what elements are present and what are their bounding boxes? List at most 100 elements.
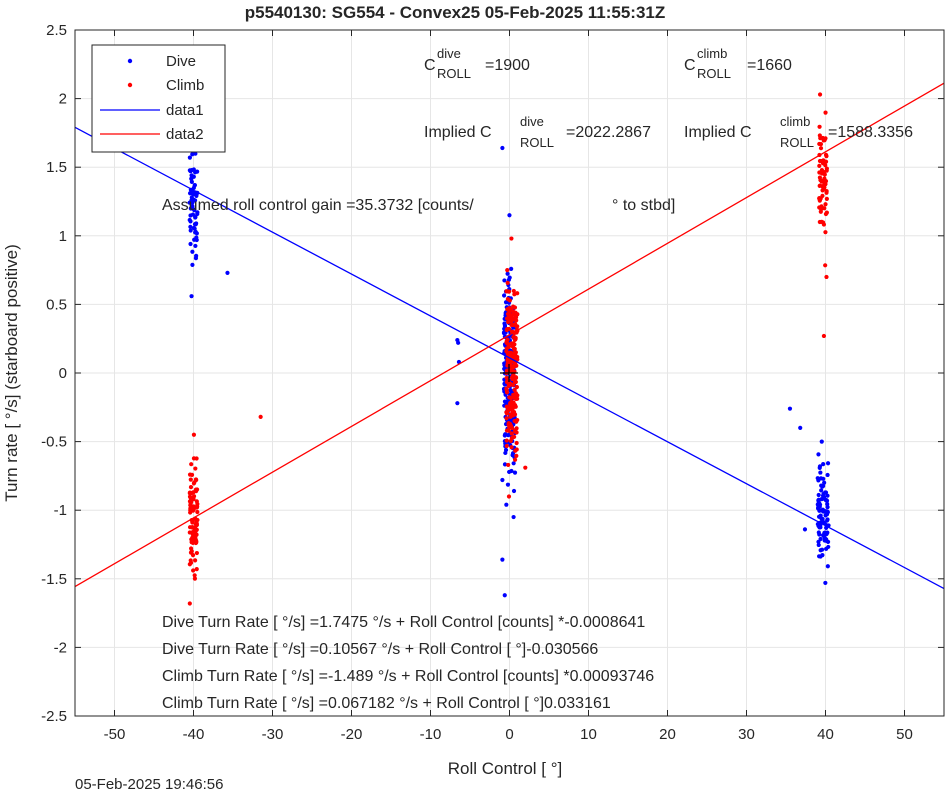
climb-point xyxy=(505,297,510,302)
climb-point xyxy=(821,158,826,163)
x-tick-label: -50 xyxy=(104,726,126,743)
dive-point xyxy=(818,525,823,530)
dive-point xyxy=(504,502,509,507)
climb-turn-rate-degrees-equation: Climb Turn Rate [ °/s] =0.067182 °/s + R… xyxy=(162,695,611,712)
climb-point xyxy=(189,472,195,477)
climb-point xyxy=(193,558,198,563)
climb-point xyxy=(817,124,822,129)
climb-point xyxy=(821,222,827,227)
climb-point xyxy=(193,537,198,542)
dive-point xyxy=(816,492,821,498)
climb-point xyxy=(817,183,822,188)
legend-climb-label: Climb xyxy=(166,77,204,94)
climb-point xyxy=(505,268,510,273)
climb-point xyxy=(190,553,196,558)
climb-point xyxy=(823,263,828,268)
climb-point xyxy=(195,504,200,509)
climb-point xyxy=(823,163,828,168)
climb-point xyxy=(513,429,518,434)
x-tick-label: 0 xyxy=(505,726,513,743)
dive-point xyxy=(191,225,196,231)
climb-point xyxy=(187,490,193,495)
dive-point xyxy=(823,509,829,514)
climb-point xyxy=(513,404,518,409)
climb-point xyxy=(817,92,823,97)
legend-dive-label: Dive xyxy=(166,53,196,70)
dive-point xyxy=(798,425,803,430)
climb-point xyxy=(510,375,515,380)
climb-point xyxy=(821,333,827,339)
dive-point xyxy=(188,224,193,229)
climb-point xyxy=(191,432,197,437)
climb-point xyxy=(512,379,518,384)
c-dive-subscript: ROLL xyxy=(437,66,471,81)
climb-point xyxy=(515,291,520,296)
climb-point xyxy=(189,546,194,551)
climb-point xyxy=(513,322,518,327)
dive-point xyxy=(503,450,508,456)
climb-point xyxy=(506,462,511,468)
dive-point xyxy=(189,176,194,181)
center-crosshair-marker xyxy=(500,364,518,382)
legend-box xyxy=(91,44,226,153)
dive-point xyxy=(188,228,193,233)
climb-point xyxy=(187,499,193,504)
dive-point xyxy=(500,477,505,483)
dive-point xyxy=(511,514,516,520)
x-axis-label: Roll Control [ °] xyxy=(448,759,563,778)
climb-point xyxy=(504,390,510,395)
data2-fit-line xyxy=(74,82,945,588)
implied-dive-value: =2022.2867 xyxy=(566,124,651,141)
climb-point xyxy=(504,289,509,294)
climb-point xyxy=(510,353,515,358)
climb-point xyxy=(506,407,511,412)
climb-point xyxy=(193,466,198,471)
climb-point xyxy=(509,436,515,441)
dive-point xyxy=(505,271,510,276)
c-climb-value: =1660 xyxy=(747,57,792,74)
climb-point xyxy=(189,525,195,530)
dive-point xyxy=(190,249,195,254)
annotation-c-climb: C climb ROLL =1660 xyxy=(684,46,792,81)
climb-point xyxy=(824,210,829,215)
dive-point xyxy=(824,538,829,543)
dive-point xyxy=(509,266,514,271)
x-tick-label: 40 xyxy=(817,726,834,743)
climb-point xyxy=(506,344,511,350)
climb-point xyxy=(512,387,517,393)
climb-point xyxy=(191,504,196,509)
climb-point xyxy=(509,316,514,321)
dive-point xyxy=(195,211,200,217)
series-climb xyxy=(187,92,829,606)
climb-point xyxy=(824,196,829,201)
climb-point xyxy=(504,416,509,421)
climb-point xyxy=(508,400,513,406)
dive-turn-rate-degrees-equation: Dive Turn Rate [ °/s] =0.10567 °/s + Rol… xyxy=(162,641,598,658)
climb-point xyxy=(188,485,194,490)
climb-point xyxy=(507,425,512,430)
climb-point xyxy=(507,306,512,311)
climb-point xyxy=(823,152,829,157)
dive-point xyxy=(825,472,830,478)
dive-point xyxy=(194,237,199,243)
axis-ticks: -50 -40 -30 -20 -10 0 10 20 30 40 50-2.5-2-1.5-1-0… xyxy=(41,22,944,743)
climb-point xyxy=(190,532,195,537)
climb-point xyxy=(192,573,197,578)
annotation-implied-dive: Implied C dive ROLL =2022.2867 xyxy=(424,114,651,150)
climb-point xyxy=(512,305,518,310)
climb-point xyxy=(824,274,829,280)
climb-point xyxy=(512,364,517,369)
data1-fit-line xyxy=(74,126,945,590)
climb-point xyxy=(504,428,510,433)
climb-point xyxy=(191,456,197,461)
y-axis-label: Turn rate [ °/s] (starboard positive) xyxy=(2,244,21,501)
dive-point xyxy=(225,270,230,275)
implied-climb-superscript: climb xyxy=(780,114,810,129)
implied-dive-subscript: ROLL xyxy=(520,135,554,150)
implied-dive-superscript: dive xyxy=(520,114,544,129)
dive-point xyxy=(802,527,808,532)
climb-point xyxy=(193,528,198,533)
climb-turn-rate-counts-equation: Climb Turn Rate [ °/s] =-1.489 °/s + Rol… xyxy=(162,668,654,685)
climb-point xyxy=(504,438,509,443)
